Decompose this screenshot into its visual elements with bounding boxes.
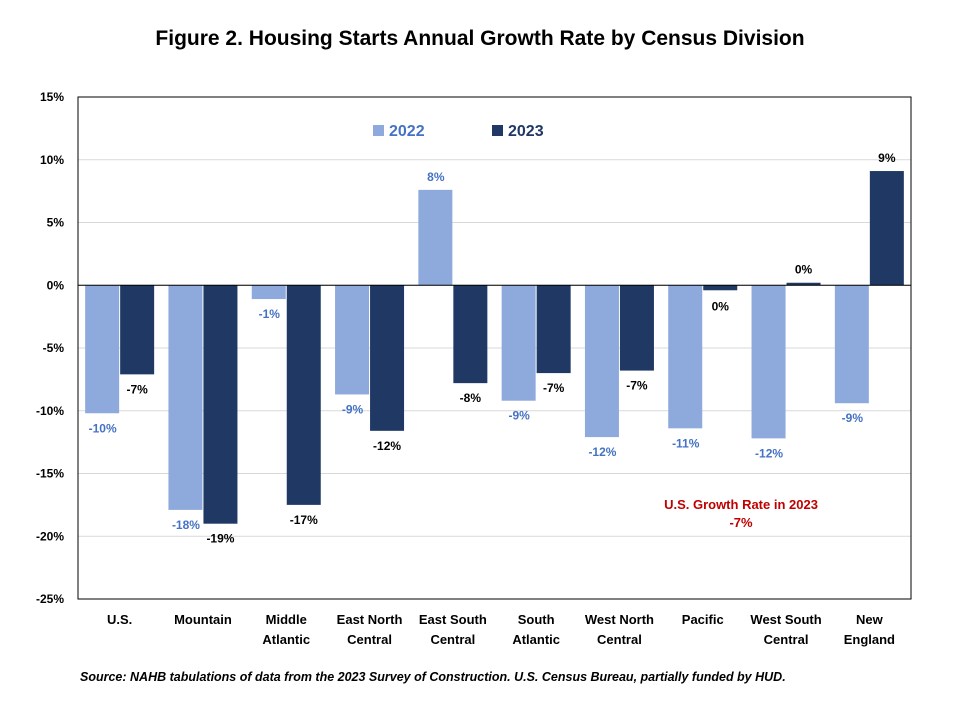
x-category-label: Central (430, 632, 475, 647)
x-category-label: U.S. (107, 612, 132, 627)
data-label-2023: -8% (460, 391, 482, 405)
plot-border (77, 96, 912, 600)
bar-2022 (418, 189, 453, 286)
bar-2023 (453, 285, 488, 384)
data-label-2023: 9% (878, 151, 896, 165)
data-label-2023: -12% (373, 439, 401, 453)
data-label-2023: -7% (626, 379, 648, 393)
x-category-label: Central (764, 632, 809, 647)
bar-2023 (619, 285, 654, 371)
data-label-2023: -7% (126, 382, 148, 396)
bar-2022 (834, 285, 869, 404)
bar-2023 (120, 285, 155, 375)
data-label-2023: -7% (543, 381, 565, 395)
x-category-label: Mountain (174, 612, 232, 627)
y-tick-label: -10% (36, 404, 64, 418)
source-note: Source: NAHB tabulations of data from th… (80, 670, 786, 684)
y-tick-label: 0% (47, 278, 65, 292)
x-category-label: West North (585, 612, 654, 627)
x-category-label: New (856, 612, 884, 627)
y-tick-label: -5% (43, 341, 65, 355)
data-label-2022: -18% (172, 518, 200, 532)
x-category-label: Central (347, 632, 392, 647)
data-label-2023: 0% (795, 263, 813, 277)
legend-label-2022: 2022 (389, 123, 425, 140)
data-label-2022: 8% (427, 170, 445, 184)
data-label-2022: -12% (588, 445, 616, 459)
x-category-label: East South (419, 612, 487, 627)
data-label-2022: -10% (89, 421, 117, 435)
bar-2023 (203, 285, 238, 524)
y-tick-label: -20% (36, 529, 64, 543)
y-tick-label: 10% (40, 153, 64, 167)
x-category-label: England (844, 632, 895, 647)
bar-2023 (536, 285, 571, 374)
bar-2022 (751, 285, 786, 439)
x-category-label: Pacific (682, 612, 724, 627)
bar-2023 (703, 285, 738, 291)
x-category-label: South (518, 612, 555, 627)
y-tick-label: 5% (47, 216, 65, 230)
bar-2022 (85, 285, 120, 414)
y-tick-label: -25% (36, 592, 64, 606)
y-tick-label: 15% (40, 90, 64, 104)
bar-2023 (786, 282, 821, 286)
legend-swatch-2022 (373, 125, 384, 136)
x-category-label: West South (750, 612, 821, 627)
bar-2022 (584, 285, 619, 438)
data-label-2022: -1% (259, 307, 281, 321)
bar-2022 (251, 285, 286, 300)
legend-label-2023: 2023 (508, 123, 544, 140)
annotation-line1: U.S. Growth Rate in 2023 (664, 497, 818, 512)
x-category-label: Central (597, 632, 642, 647)
data-label-2023: -17% (290, 513, 318, 527)
data-label-2022: -12% (755, 446, 783, 460)
bar-2022 (501, 285, 536, 401)
data-label-2022: -9% (342, 402, 364, 416)
x-category-label: Atlantic (512, 632, 560, 647)
chart-title: Figure 2. Housing Starts Annual Growth R… (155, 27, 805, 50)
data-label-2022: -9% (508, 409, 530, 423)
bar-2023 (869, 171, 904, 286)
legend-swatch-2023 (492, 125, 503, 136)
data-label-2023: -19% (206, 532, 234, 546)
data-label-2022: -11% (672, 436, 700, 450)
bar-2023 (286, 285, 321, 505)
annotation-line2: -7% (729, 515, 753, 530)
data-label-2022: -9% (842, 411, 864, 425)
x-category-label: Middle (266, 612, 307, 627)
y-tick-label: -15% (36, 467, 64, 481)
x-category-label: East North (337, 612, 403, 627)
bar-2022 (168, 285, 203, 510)
data-label-2023: 0% (712, 299, 730, 313)
bar-2022 (335, 285, 370, 395)
bar-2022 (668, 285, 703, 429)
x-category-label: Atlantic (262, 632, 310, 647)
bar-2023 (370, 285, 405, 431)
